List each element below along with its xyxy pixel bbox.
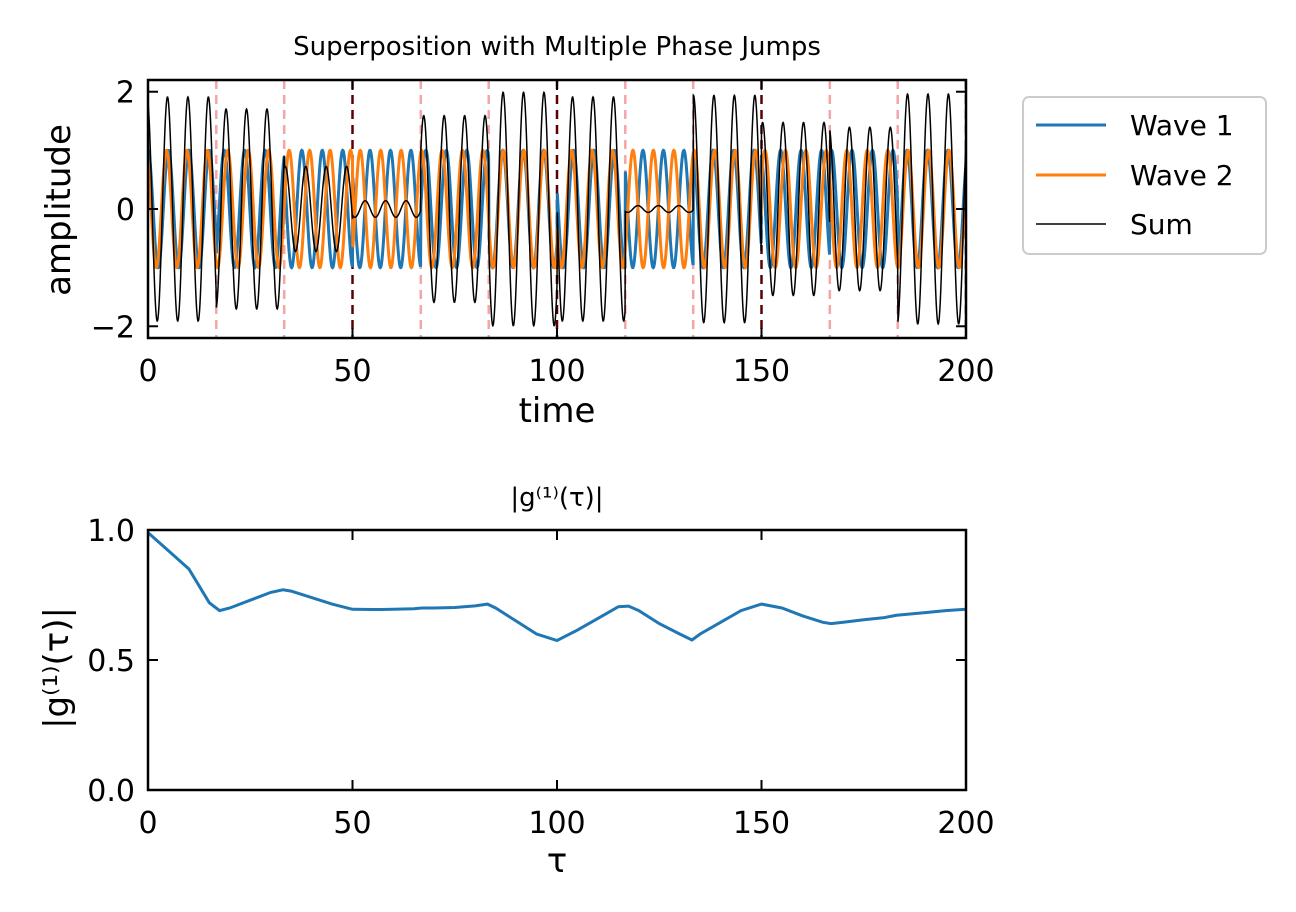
bottom-x-axis-label: τ [547,841,567,881]
x-tick-label: 0 [138,354,157,389]
bottom-chart-title: |g⁽¹⁾(τ)| [510,483,603,513]
x-tick-label: 150 [733,354,790,389]
top-x-axis-label: time [519,391,596,431]
y-tick-label: 2 [116,76,135,111]
x-tick-label: 200 [937,354,994,389]
bottom-ticks: 0 50 100 150 200 0.0 0.5 1.0 [87,514,994,841]
coherence-line [148,531,966,643]
top-ticks: 0 50 100 150 200−202 [91,76,995,389]
x-tick-label: 100 [528,806,585,841]
bottom-plot-frame [146,528,968,792]
legend-label-sum: Sum [1130,208,1193,241]
x-tick-label: 50 [333,354,371,389]
x-tick-label: 50 [333,806,371,841]
legend: Wave 1 Wave 2 Sum [1022,96,1267,255]
y-tick-label: 0.5 [87,644,135,679]
y-tick-label: 0.0 [87,774,135,809]
y-tick-label: −2 [91,310,135,345]
top-series-lines [148,90,966,328]
legend-box [1022,96,1267,255]
top-chart: Superposition with Multiple Phase Jumps … [39,32,1267,431]
x-tick-label: 0 [138,806,157,841]
bottom-y-axis-label: |g⁽¹⁾(τ)| [37,607,77,729]
legend-label-wave-2: Wave 2 [1130,159,1234,192]
top-chart-title: Superposition with Multiple Phase Jumps [293,32,821,62]
coherence-series-line [148,531,966,643]
series-line-sum [148,90,966,328]
x-tick-label: 100 [528,354,585,389]
bottom-chart: |g⁽¹⁾(τ)| 0 50 100 150 200 0.0 0.5 1.0 τ |g⁽¹⁾(… [37,483,995,881]
y-tick-label: 1.0 [87,514,135,549]
x-tick-label: 200 [937,806,994,841]
x-tick-label: 150 [733,806,790,841]
legend-label-wave-1: Wave 1 [1130,109,1234,142]
y-tick-label: 0 [116,193,135,228]
top-y-axis-label: amplitude [39,124,79,296]
